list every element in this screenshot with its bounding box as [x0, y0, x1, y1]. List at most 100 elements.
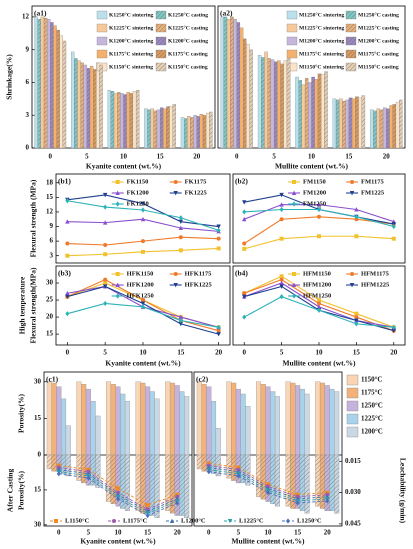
porosity-bar	[206, 386, 212, 456]
bar	[324, 71, 328, 149]
legend-label: L1175°C	[123, 517, 148, 524]
panel-label: (b4)	[235, 269, 248, 278]
point	[391, 236, 396, 241]
legend-label: K1250°C casting	[168, 11, 208, 18]
porosity-bar	[270, 391, 276, 456]
legend-swatch	[96, 49, 108, 59]
bar	[169, 106, 173, 149]
legend-swatch	[345, 10, 357, 20]
bar	[40, 16, 45, 149]
leachability-line	[208, 471, 328, 504]
legend-marker	[173, 283, 178, 288]
point	[65, 290, 70, 296]
legend-swatch	[286, 23, 298, 33]
legend-swatch	[346, 413, 359, 425]
leachability-line	[208, 467, 328, 500]
porosity-bar	[106, 381, 112, 456]
point	[141, 298, 145, 303]
bar	[206, 112, 210, 149]
bar	[37, 18, 41, 149]
bar	[348, 97, 353, 149]
legend-label: 1250°C	[361, 402, 383, 410]
porosity-bar	[110, 384, 116, 456]
point	[178, 321, 184, 327]
x-tick-label: 15	[157, 153, 165, 161]
point	[103, 243, 108, 248]
porosity-bar	[145, 386, 151, 456]
bar	[202, 115, 207, 149]
after-casting-bar	[154, 454, 160, 519]
bar	[99, 64, 103, 149]
legend-marker	[349, 191, 355, 196]
after-casting-bar	[334, 454, 340, 514]
bar	[147, 109, 151, 149]
point	[354, 214, 359, 220]
y-tick-label: 0	[26, 144, 30, 152]
point	[141, 239, 145, 244]
point	[242, 209, 247, 215]
legend-label: 1225°C	[361, 415, 383, 423]
y-tick-label: 9	[26, 45, 30, 53]
leachability-line	[208, 469, 328, 502]
point	[279, 217, 284, 222]
porosity-bar	[120, 393, 126, 456]
point	[216, 227, 221, 234]
legend-label: M1200°C casting	[358, 37, 399, 44]
leachability-point	[266, 489, 270, 496]
bar	[308, 82, 312, 149]
bar	[386, 108, 390, 149]
y-tick-label: 0	[38, 451, 42, 459]
x-tick-label: 10	[140, 349, 148, 357]
point	[102, 220, 108, 225]
bar	[56, 29, 60, 149]
y-tick-label: 15	[46, 193, 54, 201]
y-axis-label: Porosity(%)	[17, 393, 26, 433]
after-casting-bar	[256, 454, 262, 498]
legend-label: M1175°C sintering	[299, 50, 344, 57]
bar	[376, 108, 380, 149]
panel-frame	[43, 371, 193, 527]
x-axis-label: Mullite content (wt.%)	[231, 537, 305, 546]
legend-label: K1150°C casting	[168, 63, 208, 70]
point	[316, 202, 322, 207]
x-tick-label: 15	[144, 529, 152, 537]
point	[242, 294, 247, 300]
porosity-bar	[329, 388, 335, 456]
porosity-bar	[315, 381, 321, 456]
x-tick-label: 15	[353, 349, 361, 357]
legend-label: FK1175	[185, 178, 207, 185]
legend-marker	[115, 180, 120, 184]
bar	[339, 98, 343, 149]
point	[391, 328, 396, 334]
bar	[144, 108, 148, 149]
bar	[180, 117, 185, 149]
porosity-bar	[115, 386, 121, 456]
point	[317, 214, 321, 219]
bar	[74, 58, 78, 149]
y-tick-label: 30	[46, 279, 54, 287]
x-tick-label: 5	[237, 529, 241, 537]
y-tick-label: 9	[50, 222, 54, 230]
leachability-point	[295, 500, 300, 506]
bar	[199, 114, 204, 149]
bar	[77, 60, 81, 149]
legend-label: HFM1200	[303, 281, 331, 288]
legend-label: K1225°C sintering	[109, 24, 154, 31]
leachability-point	[56, 471, 61, 477]
x-tick-label: 15	[294, 529, 302, 537]
bar	[246, 44, 250, 149]
bar	[273, 61, 278, 149]
legend-swatch	[286, 49, 298, 59]
bar	[233, 18, 237, 149]
legend-label: HFM1225	[361, 281, 390, 288]
legend-marker	[227, 519, 233, 524]
after-casting-bar	[245, 454, 251, 486]
x-tick-label: 0	[242, 349, 246, 357]
bar	[249, 49, 253, 149]
legend-marker	[173, 180, 178, 184]
legend-label: K1175°C casting	[168, 50, 208, 57]
bar	[135, 89, 140, 149]
bar	[117, 92, 121, 149]
legend-label: FM1225	[361, 189, 385, 196]
porosity-bar	[65, 425, 71, 456]
